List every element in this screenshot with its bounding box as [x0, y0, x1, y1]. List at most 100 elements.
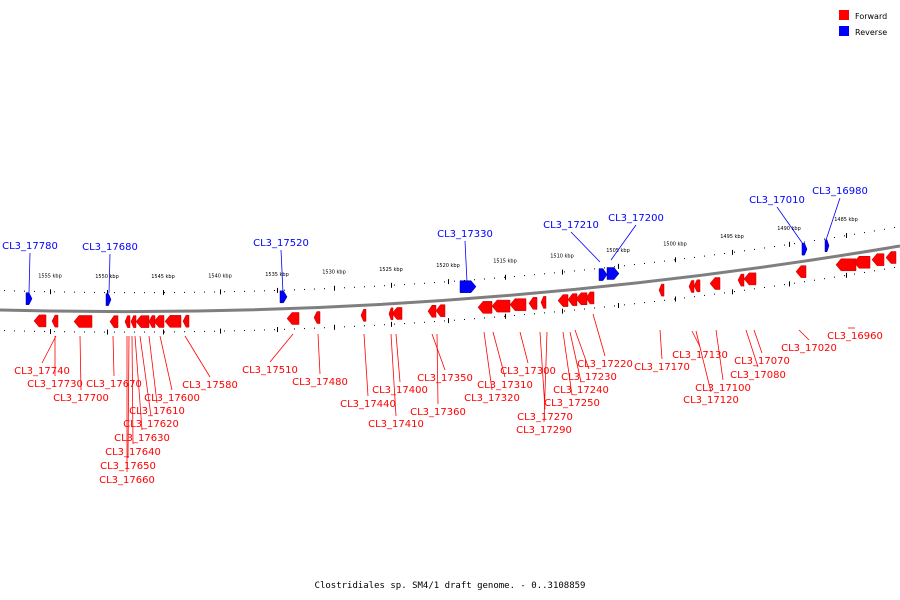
- reverse-gene-label[interactable]: CL3_17780: [2, 241, 58, 252]
- forward-gene-label[interactable]: CL3_17580: [182, 380, 238, 391]
- forward-gene-label[interactable]: CL3_17510: [242, 365, 298, 376]
- forward-gene-label[interactable]: CL3_17480: [292, 377, 348, 388]
- forward-gene-arrow[interactable]: [135, 315, 150, 328]
- reverse-gene-arrow[interactable]: [606, 267, 620, 280]
- forward-gene-label[interactable]: CL3_17410: [368, 419, 424, 430]
- forward-gene-label[interactable]: CL3_16960: [827, 331, 883, 342]
- forward-gene-arrow[interactable]: [835, 258, 857, 272]
- reverse-gene-arrow[interactable]: [824, 239, 830, 252]
- major-tick: [107, 290, 108, 296]
- forward-gene-label[interactable]: CL3_17660: [99, 475, 155, 486]
- forward-gene-label[interactable]: CL3_17700: [53, 393, 109, 404]
- forward-gene-label[interactable]: CL3_17080: [730, 370, 786, 381]
- forward-gene-arrow[interactable]: [743, 272, 757, 286]
- forward-gene-label[interactable]: CL3_17250: [544, 398, 600, 409]
- forward-gene-arrow[interactable]: [540, 296, 547, 309]
- scale-dot: [764, 247, 765, 249]
- forward-gene-arrow[interactable]: [51, 314, 59, 328]
- forward-gene-arrow[interactable]: [109, 315, 119, 328]
- forward-gene-label[interactable]: CL3_17670: [86, 379, 142, 390]
- forward-gene-label[interactable]: CL3_17350: [417, 373, 473, 384]
- reverse-gene-label[interactable]: CL3_17680: [82, 242, 138, 253]
- forward-gene-arrow[interactable]: [853, 256, 871, 269]
- reverse-gene-label[interactable]: CL3_16980: [812, 186, 868, 197]
- reverse-gene-arrow[interactable]: [801, 242, 808, 256]
- reverse-gene-label[interactable]: CL3_17210: [543, 220, 599, 231]
- map-title: Clostridiales sp. SM4/1 draft genome. - …: [315, 581, 586, 591]
- forward-gene-arrow[interactable]: [737, 273, 745, 287]
- forward-gene-label[interactable]: CL3_17640: [105, 447, 161, 458]
- forward-gene-arrow[interactable]: [391, 307, 403, 320]
- major-tick: [675, 257, 676, 263]
- reverse-gene-arrow[interactable]: [459, 280, 477, 293]
- forward-gene-arrow[interactable]: [575, 292, 588, 306]
- forward-gene-label[interactable]: CL3_17120: [683, 395, 739, 406]
- forward-gene-label[interactable]: CL3_17270: [517, 412, 573, 423]
- forward-gene-label[interactable]: CL3_17230: [561, 372, 617, 383]
- major-tick: [846, 233, 847, 239]
- forward-gene-label[interactable]: CL3_17730: [27, 379, 83, 390]
- reverse-gene-label[interactable]: CL3_17330: [437, 229, 493, 240]
- reverse-gene-arrow[interactable]: [105, 293, 112, 306]
- major-tick: [107, 329, 108, 335]
- forward-gene-label[interactable]: CL3_17220: [577, 359, 633, 370]
- forward-gene-label[interactable]: CL3_17440: [340, 399, 396, 410]
- forward-gene-arrow[interactable]: [557, 294, 569, 307]
- reverse-gene-label[interactable]: CL3_17010: [749, 195, 805, 206]
- forward-gene-arrow[interactable]: [709, 277, 721, 290]
- forward-gene-label[interactable]: CL3_17100: [695, 383, 751, 394]
- scale-dot: [54, 331, 55, 333]
- forward-gene-label[interactable]: CL3_17070: [734, 356, 790, 367]
- forward-gene-label[interactable]: CL3_17300: [500, 366, 556, 377]
- forward-gene-label[interactable]: CL3_17610: [129, 406, 185, 417]
- scale-dot: [74, 291, 75, 293]
- forward-gene-label[interactable]: CL3_17320: [464, 393, 520, 404]
- forward-gene-label[interactable]: CL3_17170: [634, 362, 690, 373]
- forward-gene-label[interactable]: CL3_17740: [14, 366, 70, 377]
- forward-gene-arrow[interactable]: [585, 291, 595, 305]
- scale-dot: [314, 327, 315, 329]
- forward-gene-arrow[interactable]: [360, 309, 367, 322]
- forward-gene-arrow[interactable]: [130, 315, 137, 328]
- reverse-gene-label[interactable]: CL3_17520: [253, 238, 309, 249]
- reverse-gene-arrow[interactable]: [598, 268, 608, 281]
- forward-gene-arrow[interactable]: [688, 280, 695, 293]
- scale-dot: [724, 292, 725, 294]
- forward-gene-arrow[interactable]: [73, 315, 93, 328]
- forward-gene-arrow[interactable]: [153, 315, 165, 328]
- scale-dot: [684, 297, 685, 299]
- forward-gene-label[interactable]: CL3_17310: [477, 380, 533, 391]
- forward-gene-arrow[interactable]: [795, 265, 807, 278]
- forward-gene-arrow[interactable]: [509, 298, 527, 311]
- reverse-gene-arrow[interactable]: [279, 290, 288, 304]
- forward-gene-arrow[interactable]: [528, 297, 538, 310]
- reverse-gene-label[interactable]: CL3_17200: [608, 213, 664, 224]
- forward-gene-arrow[interactable]: [567, 293, 578, 306]
- forward-gene-arrow[interactable]: [33, 314, 47, 328]
- forward-gene-label[interactable]: CL3_17290: [516, 425, 572, 436]
- forward-gene-label[interactable]: CL3_17600: [144, 393, 200, 404]
- forward-gene-label[interactable]: CL3_17620: [123, 419, 179, 430]
- forward-gene-label[interactable]: CL3_17360: [410, 407, 466, 418]
- forward-gene-arrow[interactable]: [871, 253, 885, 266]
- forward-gene-arrow[interactable]: [658, 283, 665, 297]
- forward-gene-label[interactable]: CL3_17650: [100, 461, 156, 472]
- forward-gene-arrow[interactable]: [491, 299, 511, 313]
- forward-gene-label[interactable]: CL3_17400: [372, 385, 428, 396]
- forward-gene-arrow[interactable]: [885, 251, 897, 264]
- forward-gene-arrow[interactable]: [435, 304, 446, 317]
- scale-label: 1500 kbp: [663, 241, 687, 247]
- forward-gene-arrow[interactable]: [427, 304, 437, 318]
- forward-gene-arrow[interactable]: [124, 315, 131, 328]
- forward-gene-arrow[interactable]: [477, 301, 493, 314]
- forward-gene-label[interactable]: CL3_17630: [114, 433, 170, 444]
- forward-gene-arrow[interactable]: [693, 279, 701, 293]
- forward-gene-arrow[interactable]: [286, 312, 300, 325]
- forward-gene-label[interactable]: CL3_17130: [672, 350, 728, 361]
- forward-gene-label[interactable]: CL3_17020: [781, 343, 837, 354]
- forward-gene-arrow[interactable]: [182, 314, 190, 328]
- forward-gene-label[interactable]: CL3_17240: [553, 385, 609, 396]
- forward-gene-arrow[interactable]: [313, 311, 321, 324]
- reverse-gene-arrow[interactable]: [25, 292, 33, 305]
- forward-gene-arrow[interactable]: [164, 315, 182, 328]
